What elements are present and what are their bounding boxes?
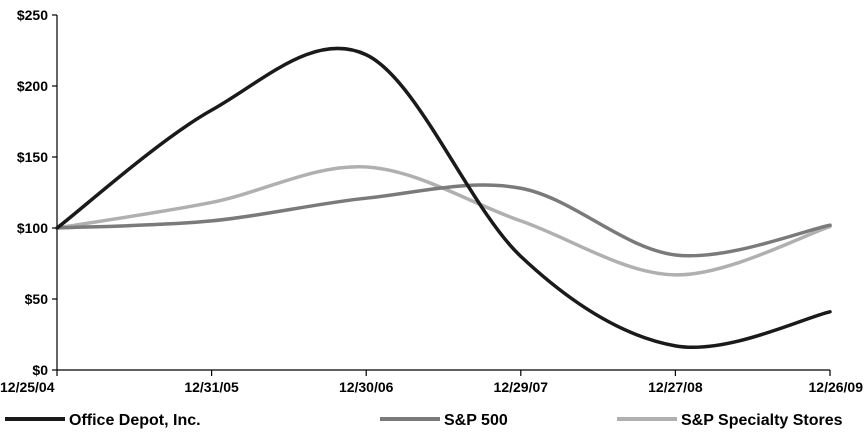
x-tick-label: 12/31/05 (184, 379, 239, 395)
y-ticks: $0 $50 $100 $150 $200 $250 (17, 7, 57, 378)
series-line-0 (55, 46, 832, 349)
x-tick-label: 12/30/06 (339, 379, 394, 395)
y-tick-label: $200 (17, 78, 48, 94)
y-tick-label: $150 (17, 149, 48, 165)
x-tick-label: 12/27/08 (648, 379, 703, 395)
x-tick-label: 12/26/09 (809, 379, 864, 395)
x-tick-label: 12/29/07 (494, 379, 549, 395)
series-line-2 (55, 165, 832, 277)
legend-label: Office Depot, Inc. (69, 412, 201, 429)
series-line-1 (55, 183, 832, 258)
axes (56, 15, 830, 371)
legend: Office Depot, Inc. S&P 500 S&P Specialty S… (5, 412, 843, 429)
y-tick-label: $50 (25, 291, 49, 307)
y-tick-label: $0 (32, 362, 48, 378)
y-tick-label: $100 (17, 220, 48, 236)
x-ticks: 12/25/04 12/31/05 12/30/06 12/29/07 12/27/08… (0, 370, 863, 395)
series-lines (55, 46, 832, 349)
x-tick-label: 12/25/04 (0, 379, 55, 395)
legend-label: S&P 500 (444, 412, 508, 429)
legend-label: S&P Specialty Stores (681, 412, 843, 429)
y-tick-label: $250 (17, 7, 48, 23)
